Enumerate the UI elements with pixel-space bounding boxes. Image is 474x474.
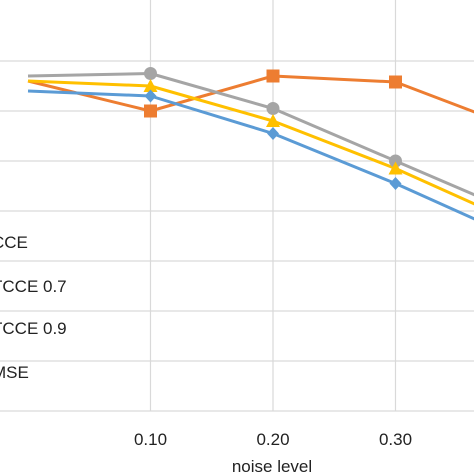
series-line-mse: [27, 89, 474, 221]
vertical-gridlines: [149, 0, 397, 411]
x-axis-label: noise level: [232, 457, 312, 474]
legend-label-3: MSE: [0, 363, 29, 382]
x-tick-label-0: 0.10: [134, 430, 167, 449]
data-point-cce-3: [389, 75, 402, 89]
data-point-tcce-0-7-1: [144, 67, 157, 80]
legend-label-0: CCE: [0, 233, 28, 252]
x-tick-label-1: 0.20: [256, 430, 289, 449]
series-line-tcce-0-7: [27, 72, 474, 197]
x-tick-labels: 0.100.200.300.40: [134, 430, 412, 449]
data-point-mse-2: [267, 127, 279, 140]
data-point-tcce-0-7-2: [266, 102, 280, 115]
data-point-tcce-0-7-3: [389, 154, 402, 168]
data-point-tcce-0-9-2: [266, 114, 280, 127]
data-point-mse-1: [144, 89, 157, 103]
legend: CCE TCCE 0.7 TCCE 0.9 MSE: [0, 233, 67, 382]
data-point-mse-3: [389, 177, 402, 190]
data-point-cce-2: [266, 69, 280, 83]
horizontal-gridlines: [0, 60, 474, 412]
legend-label-1: TCCE 0.7: [0, 277, 67, 296]
legend-label-2: TCCE 0.9: [0, 319, 67, 338]
series-lines: [27, 72, 474, 221]
data-point-tcce-0-9-1: [143, 79, 158, 92]
data-point-tcce-0-9-3: [388, 161, 403, 175]
series-line-tcce-0-9: [27, 79, 474, 206]
data-point-cce-1: [144, 104, 157, 118]
series-line-cce: [27, 74, 474, 114]
series-markers: [143, 67, 403, 190]
x-tick-label-2: 0.30: [379, 430, 412, 449]
